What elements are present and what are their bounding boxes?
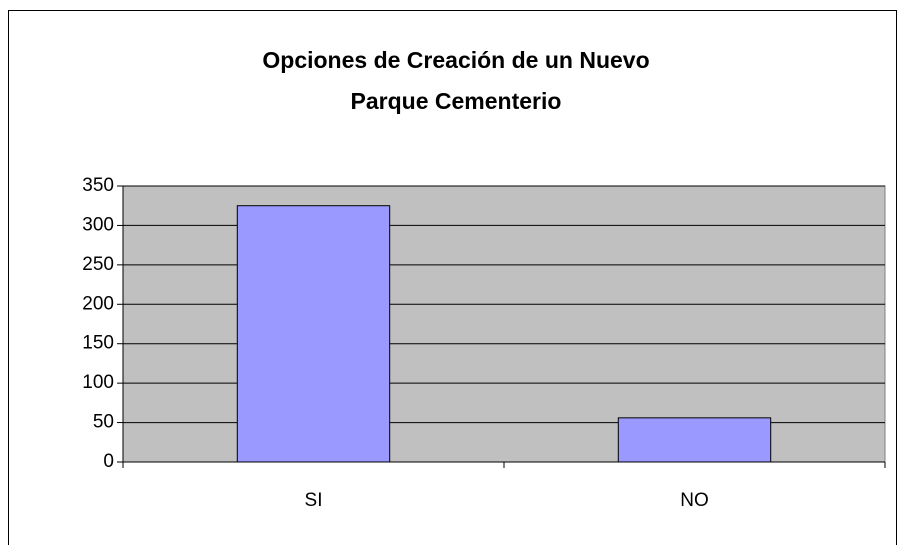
bar [236,205,391,463]
x-tick-label: SI [305,490,323,511]
y-tick-label: 200 [82,293,114,314]
y-tick-label: 0 [103,451,114,472]
x-tick-label: NO [680,490,709,511]
y-tick-label: 50 [93,412,114,433]
y-tick-label: 250 [82,254,114,275]
y-tick-label: 350 [82,175,114,196]
y-tick-label: 150 [82,333,114,354]
y-tick-label: 300 [82,214,114,235]
bar [617,417,772,463]
chart-title: Parque Cementerio [351,88,562,114]
chart-title: Opciones de Creación de un Nuevo [262,47,649,73]
y-tick-label: 100 [82,372,114,393]
